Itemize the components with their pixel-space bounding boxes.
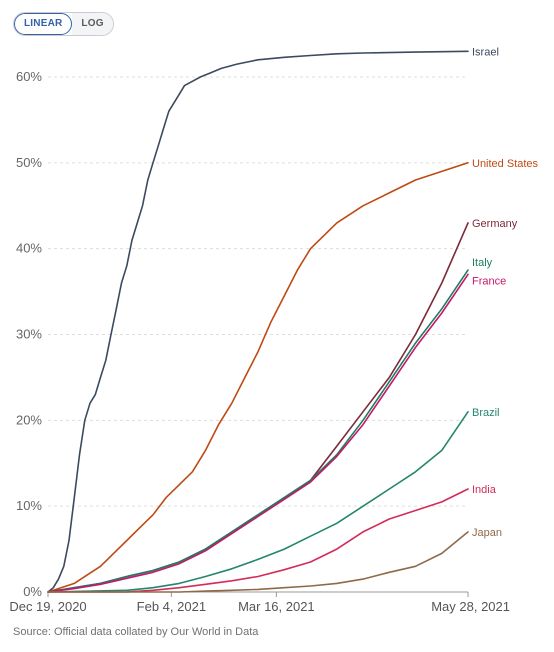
x-tick-label: Dec 19, 2020 bbox=[9, 599, 86, 614]
series-line bbox=[47, 488, 469, 593]
y-tick-label: 60% bbox=[16, 69, 42, 84]
series-label: Israel bbox=[472, 46, 499, 58]
source-note: Source: Official data collated by Our Wo… bbox=[13, 626, 259, 638]
series-label: Italy bbox=[472, 257, 493, 269]
series-label: Germany bbox=[472, 218, 518, 230]
y-tick-label: 0% bbox=[23, 584, 42, 599]
y-tick-label: 40% bbox=[16, 241, 42, 256]
series-label: United States bbox=[472, 158, 539, 170]
log-toggle-button[interactable]: LOG bbox=[72, 13, 113, 35]
y-tick-label: 30% bbox=[16, 327, 42, 342]
y-tick-label: 20% bbox=[16, 412, 42, 427]
series-label: Japan bbox=[472, 527, 502, 539]
series-label: India bbox=[472, 484, 497, 496]
y-tick-label: 10% bbox=[16, 498, 42, 513]
x-tick-label: Feb 4, 2021 bbox=[137, 599, 206, 614]
series-line bbox=[47, 411, 469, 593]
scale-toggle: LINEAR LOG bbox=[13, 12, 114, 36]
series-label: France bbox=[472, 275, 506, 287]
x-tick-label: May 28, 2021 bbox=[431, 599, 510, 614]
series-label: Brazil bbox=[472, 407, 500, 419]
x-tick-label: Mar 16, 2021 bbox=[238, 599, 315, 614]
series-line bbox=[47, 162, 469, 593]
series-line bbox=[47, 50, 469, 593]
linear-toggle-button[interactable]: LINEAR bbox=[14, 13, 73, 35]
line-chart: 0% 10% 20% 30% 40% 50% 60% Dec 19, 2020 Feb 4, 2… bbox=[9, 46, 539, 614]
series-line bbox=[47, 222, 469, 593]
series-line bbox=[47, 531, 469, 593]
series-line bbox=[47, 273, 469, 593]
y-tick-label: 50% bbox=[16, 155, 42, 170]
series-line bbox=[47, 269, 469, 593]
